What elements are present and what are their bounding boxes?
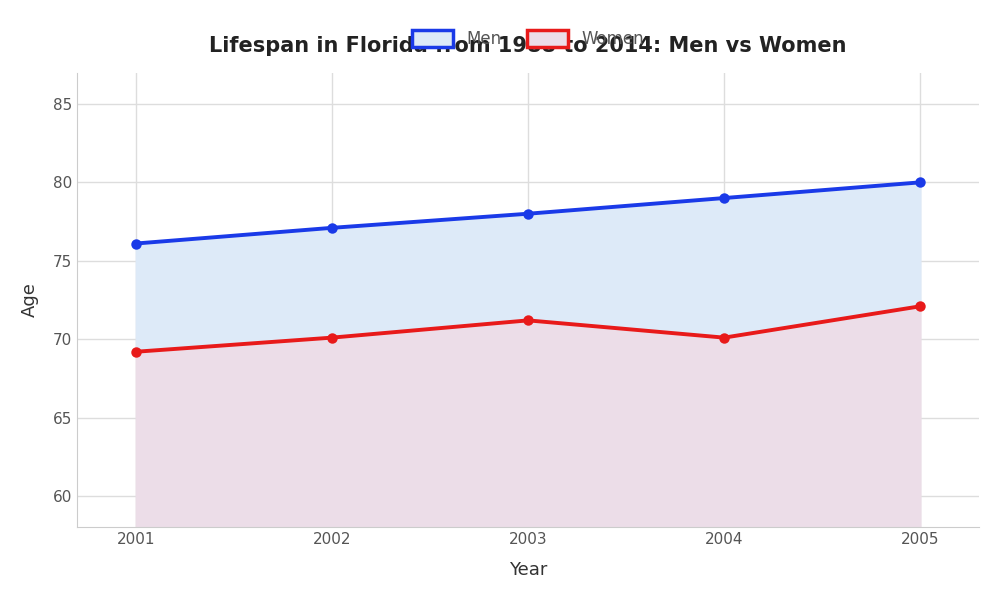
X-axis label: Year: Year (509, 561, 547, 579)
Y-axis label: Age: Age (21, 283, 39, 317)
Legend: Men, Women: Men, Women (403, 22, 653, 56)
Title: Lifespan in Florida from 1988 to 2014: Men vs Women: Lifespan in Florida from 1988 to 2014: M… (209, 36, 847, 56)
